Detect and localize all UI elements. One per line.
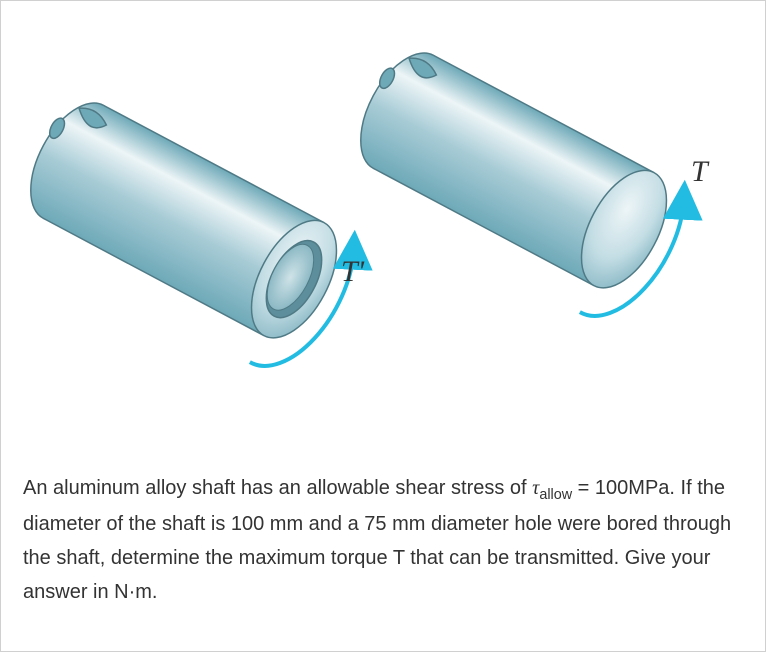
solid-shaft: T [327,38,710,336]
eq-sign: = [572,477,595,499]
label-t-prime: T' [341,255,365,288]
q-part1: An aluminum alloy shaft has an allowable… [23,477,532,499]
hollow-shaft: T' [1,88,369,386]
question-text: An aluminum alloy shaft has an allowable… [1,461,765,619]
figure-area: T' T [1,1,765,461]
shafts-diagram: T' T [1,1,766,461]
label-t: T [691,155,710,188]
tau-sub: allow [539,487,572,503]
